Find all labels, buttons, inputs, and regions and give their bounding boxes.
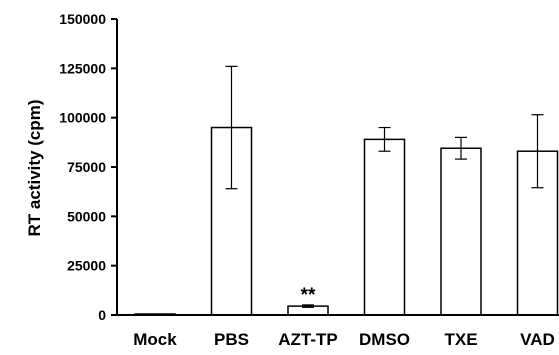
bar: [363, 138, 406, 316]
x-tick-label: TXE: [444, 330, 477, 349]
y-tick-label: 125000: [59, 60, 106, 76]
bar: [440, 147, 482, 316]
axes-layer: [111, 18, 559, 316]
x-tick-label: PBS: [214, 330, 249, 349]
significance-annotation: **: [301, 285, 316, 306]
bars-layer: [134, 65, 559, 316]
y-axis-label: RT activity (cpm): [25, 100, 44, 237]
bar: [210, 126, 253, 316]
y-tick-label: 50000: [67, 208, 106, 224]
labels-layer: Mock PBS AZT-TP DMSO TXE VAD 0 25000 50000 75000 1…: [59, 11, 555, 349]
y-tick-label: 0: [98, 307, 106, 323]
y-tick-label: 100000: [59, 110, 106, 126]
x-tick-label: DMSO: [359, 330, 410, 349]
y-tick-label: 75000: [67, 159, 106, 175]
y-tick-label: 150000: [59, 11, 106, 27]
x-tick-label: AZT-TP: [278, 330, 338, 349]
x-tick-label: VAD: [520, 330, 555, 349]
y-tick-label: 25000: [67, 258, 106, 274]
x-tick-label: Mock: [133, 330, 177, 349]
